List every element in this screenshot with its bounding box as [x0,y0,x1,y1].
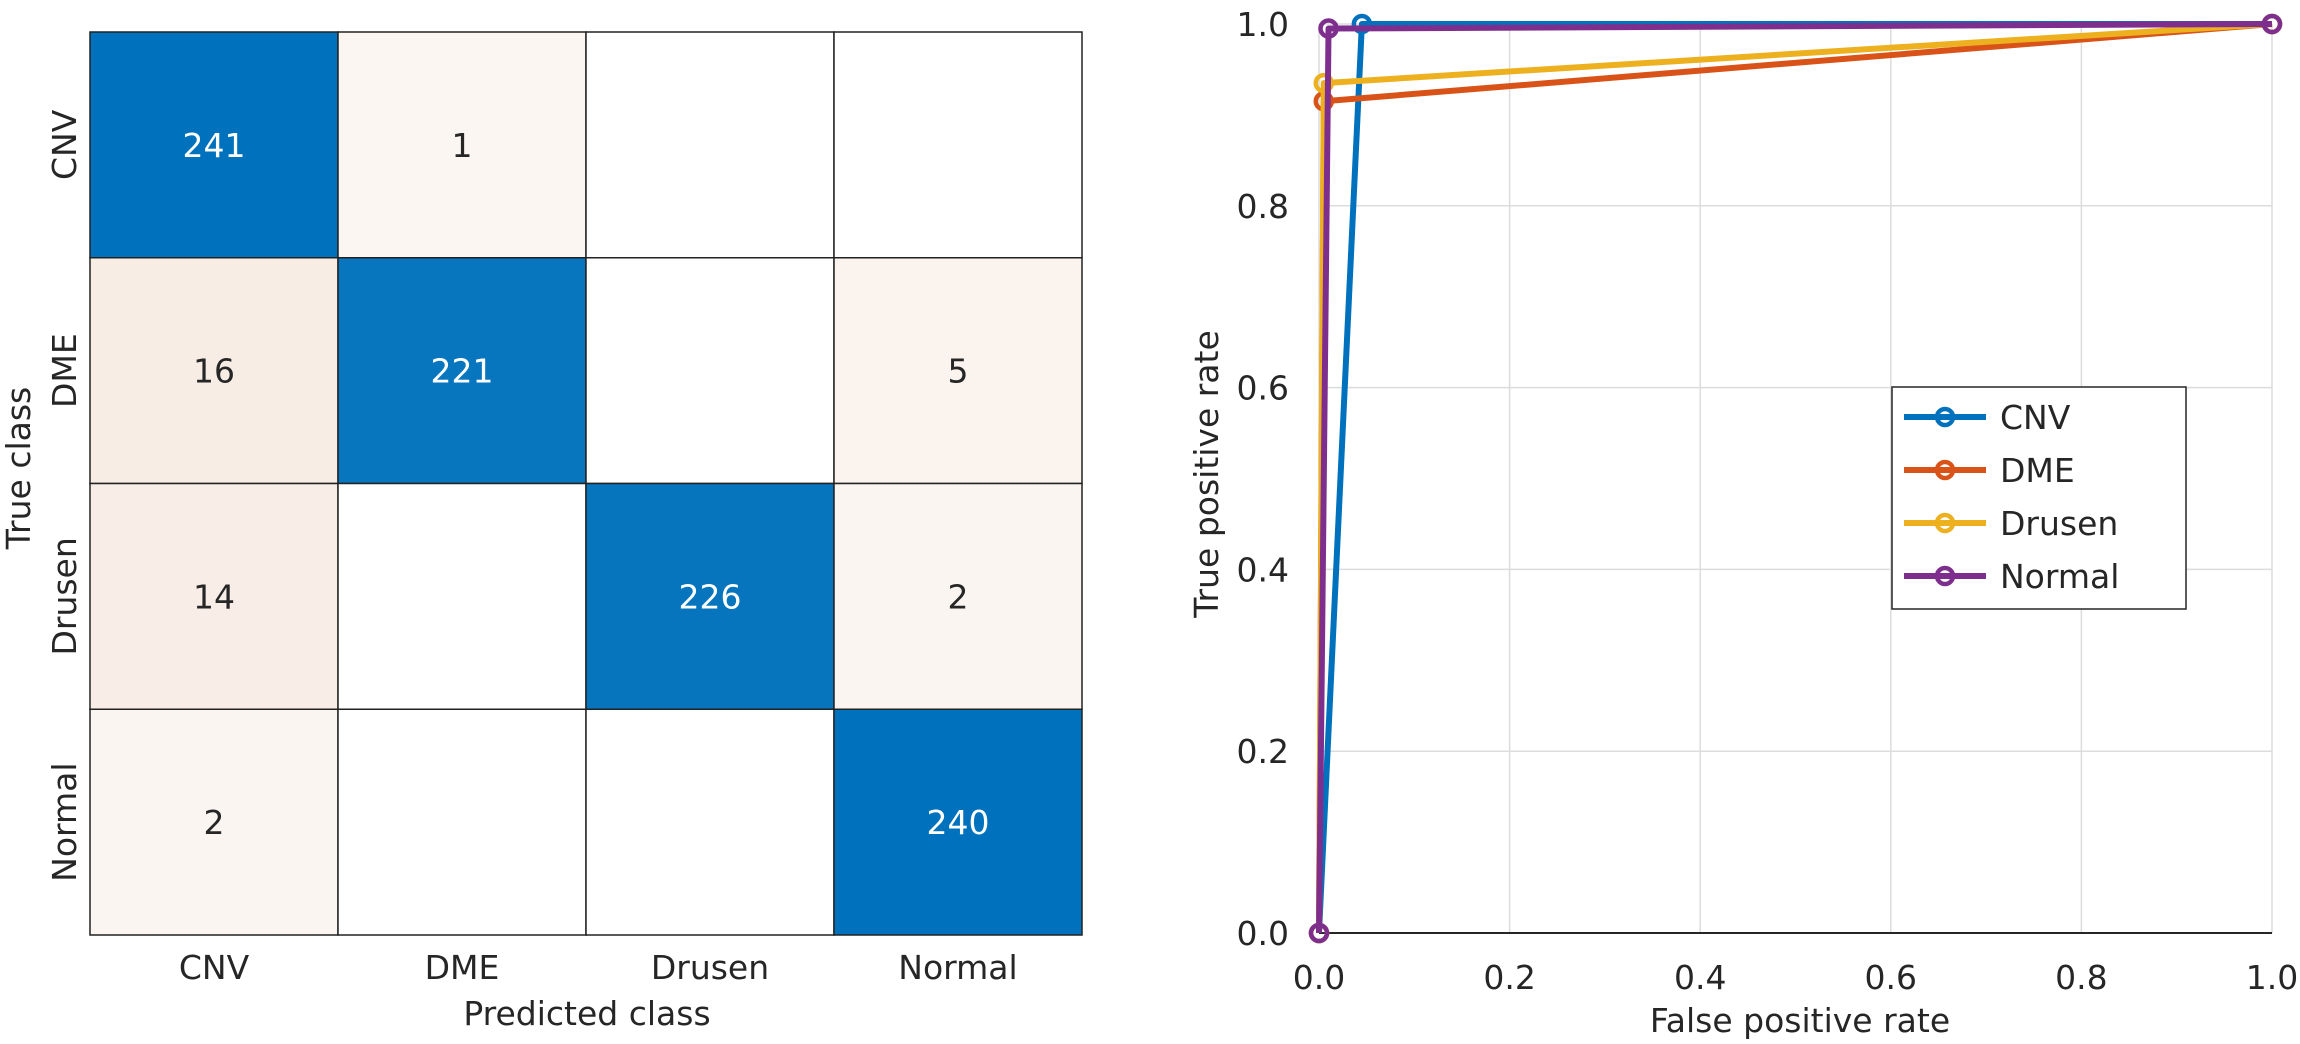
cm-y-tick-label: Normal [45,762,84,881]
cm-cell-value: 240 [927,803,990,842]
cm-cell-value: 14 [193,577,235,616]
legend-swatch-marker [1934,406,1956,428]
roc-y-axis-label: True positive rate [1187,330,1226,619]
cm-cell [833,708,1083,936]
cm-cell-value: 221 [431,352,494,391]
cm-cell [833,31,1083,259]
legend-swatch-marker [1934,512,1956,534]
cm-cell-value: 241 [183,126,246,165]
roc-y-tick-label: 0.0 [1237,914,1289,953]
roc-x-tick-label: 0.0 [1293,958,1345,997]
cm-cell [89,31,339,259]
cm-cell [585,31,835,259]
cm-x-axis-label: Predicted class [463,994,710,1033]
legend-swatch-marker [1934,459,1956,481]
cm-cell [337,31,587,259]
cm-cell-value: 226 [679,577,742,616]
roc-point-normal [1308,922,1330,944]
legend-label: Normal [2000,557,2119,596]
roc-y-tick-label: 0.4 [1237,550,1289,589]
cm-cell-value: 2 [948,577,969,616]
cm-cell [337,708,587,936]
cm-x-tick-label: DME [425,948,500,987]
roc-series-line-normal [1316,21,2273,934]
cm-cell-value: 2 [204,803,225,842]
roc-point-cnv [1351,13,1373,35]
roc-x-tick-label: 0.6 [1865,958,1917,997]
roc-x-tick-label: 1.0 [2246,958,2298,997]
roc-x-tick-label: 0.4 [1674,958,1726,997]
roc-x-tick-label: 0.8 [2055,958,2107,997]
cm-y-tick-label: CNV [45,109,84,180]
cm-cell [337,482,587,710]
legend-label: Drusen [2000,504,2118,543]
cm-cell [833,257,1083,485]
cm-cell [89,482,339,710]
cm-cell [585,257,835,485]
cm-cell [337,257,587,485]
roc-point-normal [1318,18,1339,39]
roc-y-tick-label: 1.0 [1237,5,1289,44]
legend-label: CNV [2000,398,2071,437]
cm-cell [89,257,339,485]
roc-y-tick-label: 0.8 [1237,187,1289,226]
cm-cell-value: 1 [452,126,473,165]
cm-x-tick-label: Normal [898,948,1017,987]
roc-y-tick-label: 0.6 [1237,369,1289,408]
cm-cell-value: 5 [948,352,969,391]
roc-x-axis-label: False positive rate [1650,1001,1950,1040]
cm-y-axis-label: True class [0,387,38,551]
legend-swatch-marker [1934,565,1956,587]
confusion-matrix: 241 1 16 221 5 14 226 2 2 240 CNV DME Drusen Normal CN… [45,31,1083,987]
cm-cell [585,482,835,710]
roc-chart: 0.00.0 0.2 0.2 0.4 0.4 0.6 0.6 0.8 0.8 1.0 1.0 CNV D… [1237,5,2299,997]
cm-cell [833,482,1083,710]
roc-y-tick-label: 0.2 [1237,732,1289,771]
cm-x-tick-label: CNV [179,948,250,987]
cm-x-tick-label: Drusen [651,948,769,987]
cm-cell-value: 16 [193,352,235,391]
legend-label: DME [2000,451,2075,490]
roc-x-tick-label: 0.2 [1483,958,1535,997]
cm-y-tick-label: Drusen [45,537,84,655]
roc-point-drusen [1313,72,1335,94]
cm-cell [89,708,339,936]
cm-y-tick-label: DME [45,333,84,408]
roc-point-normal [2261,13,2283,35]
cm-cell [585,708,835,936]
